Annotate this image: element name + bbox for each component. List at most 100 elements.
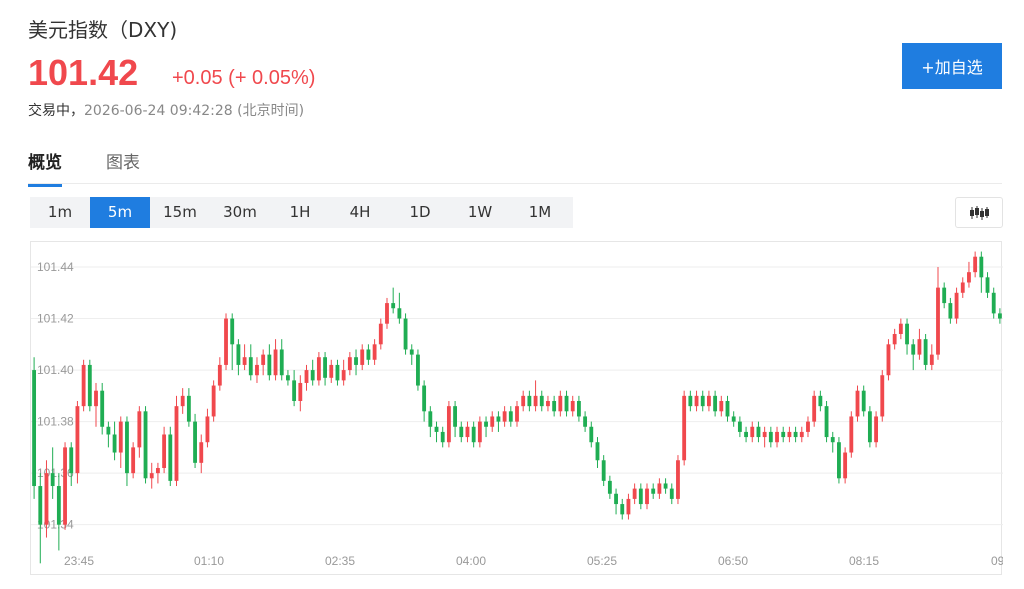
candle-body	[446, 406, 451, 443]
candle-body	[341, 370, 346, 381]
candle-body	[589, 426, 594, 443]
candle-body	[428, 411, 433, 427]
chart-area[interactable]: 101.44 101.42 101.40 101.38 101.36 101.34 23:4…	[30, 241, 1003, 575]
candle-body	[496, 416, 501, 422]
candle-body	[997, 313, 1002, 319]
candle-body	[391, 303, 396, 309]
candle-body	[539, 395, 544, 407]
candle-body	[843, 452, 848, 479]
add-watchlist-button[interactable]: +加自选	[902, 43, 1002, 89]
candle-body	[286, 375, 290, 381]
candle-body	[601, 460, 606, 481]
candle-body	[199, 442, 204, 463]
y-tick-label: 101.40	[37, 363, 74, 377]
candle-body	[521, 395, 526, 407]
candle-body	[236, 344, 241, 365]
candle-body	[781, 431, 786, 438]
x-tick-label: 02:35	[325, 554, 355, 568]
candle-body	[143, 411, 148, 479]
candle-body	[905, 323, 909, 345]
candle-body	[81, 364, 86, 407]
candle-body	[861, 390, 866, 412]
candle-body	[979, 256, 984, 278]
candle-body	[669, 488, 674, 499]
candle-body	[620, 504, 625, 515]
candle-body	[484, 421, 488, 427]
candle-body	[273, 349, 278, 376]
tab-chart[interactable]: 图表	[106, 153, 140, 173]
candle-body	[756, 426, 761, 438]
candle-body	[174, 406, 179, 481]
candle-body	[63, 447, 67, 525]
candle-body	[657, 483, 662, 494]
candle-body	[651, 488, 656, 494]
candle-body	[936, 287, 940, 355]
interval-30m[interactable]: 30m	[223, 203, 257, 221]
candle-body	[106, 426, 111, 435]
candle-body	[155, 467, 160, 474]
candle-body	[347, 357, 352, 371]
y-tick-label: 101.44	[37, 260, 74, 274]
candle-body	[719, 401, 724, 412]
candle-body	[118, 421, 123, 453]
page-title: 美元指数（DXY)	[28, 18, 178, 42]
tab-bar: 概览 图表	[28, 148, 184, 187]
candle-body	[750, 426, 755, 438]
interval-5m[interactable]: 5m	[90, 197, 150, 228]
candle-body	[960, 282, 965, 293]
candle-body	[583, 416, 588, 427]
candle-body	[38, 486, 43, 525]
candle-body	[948, 303, 953, 319]
candle-body	[954, 292, 959, 319]
interval-1mo[interactable]: 1M	[528, 203, 552, 221]
candle-body	[799, 431, 804, 438]
candle-body	[75, 406, 80, 474]
y-tick-label: 101.34	[37, 518, 74, 532]
candle-body	[205, 416, 210, 443]
candle-body	[700, 395, 705, 407]
candle-body	[261, 354, 266, 365]
candle-body	[737, 421, 742, 432]
candle-body	[44, 473, 49, 525]
candle-body	[626, 498, 631, 515]
interval-1d[interactable]: 1D	[409, 203, 431, 221]
candle-body	[87, 364, 92, 407]
candle-body	[94, 390, 98, 407]
interval-1w[interactable]: 1W	[467, 203, 493, 221]
candle-body	[440, 431, 445, 443]
candle-body	[676, 460, 680, 499]
candle-body	[372, 344, 377, 360]
candle-body	[378, 323, 383, 345]
interval-4h[interactable]: 4H	[349, 203, 371, 221]
candle-body	[607, 480, 612, 494]
candle-body	[775, 431, 779, 443]
x-tick-label: 09:4	[991, 554, 1003, 568]
candle-body	[180, 395, 185, 407]
candle-body	[744, 431, 748, 438]
candle-body	[570, 401, 575, 412]
candle-body	[991, 292, 996, 314]
interval-selector: 1m 5m 15m 30m 1H 4H 1D 1W 1M	[30, 197, 573, 228]
candle-body	[638, 488, 643, 505]
x-tick-label: 04:00	[456, 554, 486, 568]
candle-body	[967, 272, 971, 283]
interval-1h[interactable]: 1H	[289, 203, 311, 221]
candle-body	[168, 434, 173, 481]
chart-type-button[interactable]	[955, 197, 1003, 228]
candle-body	[973, 256, 978, 273]
candle-body	[69, 447, 74, 474]
candle-body	[323, 357, 327, 378]
candle-body	[614, 493, 618, 505]
candle-body	[329, 364, 334, 378]
candle-body	[465, 426, 470, 438]
tab-overview[interactable]: 概览	[28, 148, 62, 187]
candle-body	[898, 323, 903, 335]
candle-body	[490, 416, 495, 427]
x-tick-label: 06:50	[718, 554, 748, 568]
current-price: 101.42	[28, 52, 139, 93]
interval-1m[interactable]: 1m	[47, 203, 73, 221]
candle-body	[56, 486, 61, 525]
candle-body	[645, 488, 649, 505]
candle-body	[892, 334, 897, 345]
interval-15m[interactable]: 15m	[163, 203, 197, 221]
